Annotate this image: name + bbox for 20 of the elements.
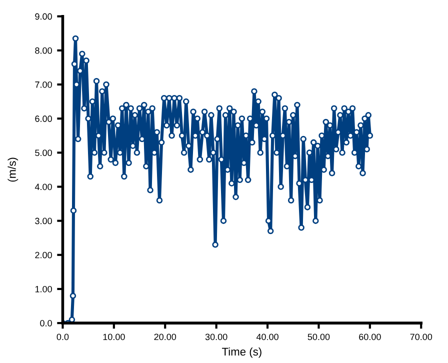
x-tick-label: 60.00	[359, 334, 381, 340]
x-tick-label: 10.00	[103, 334, 125, 340]
x-tick-label: 0.0	[56, 334, 69, 340]
x-tick-label: 70.00	[410, 334, 432, 340]
y-tick-label: 2.00	[35, 252, 52, 258]
y-tick-label: 0.0	[40, 320, 52, 326]
y-tick-label: 7.00	[35, 81, 52, 88]
y-tick-label: 4.00	[34, 184, 52, 190]
y-tick-label: 9.00	[35, 13, 52, 20]
y-axis-title: (m/s)	[8, 158, 18, 182]
x-axis-title: Time (s)	[222, 347, 262, 358]
y-tick-label: 8.00	[35, 47, 52, 54]
x-tick-label: 50.00	[308, 334, 330, 340]
x-tick-label: 20.00	[154, 334, 176, 340]
x-tick-label: 30.00	[205, 334, 228, 340]
y-tick-label: 1.00	[35, 286, 52, 292]
x-tick-label: 40.00	[256, 334, 278, 340]
y-tick-label: 3.00	[35, 218, 52, 224]
y-tick-label: 6.00	[35, 116, 52, 122]
y-tick-label: 5.00	[35, 150, 52, 156]
